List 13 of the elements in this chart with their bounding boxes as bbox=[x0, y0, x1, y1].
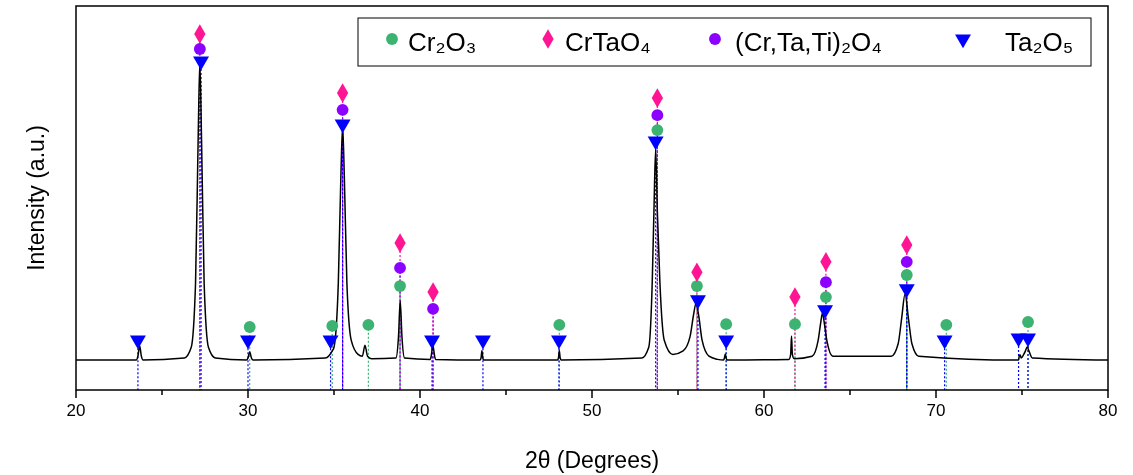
x-tick-label: 60 bbox=[754, 401, 774, 420]
legend-label: CrTaO₄ bbox=[565, 27, 651, 57]
x-tick-label: 30 bbox=[238, 401, 258, 420]
x-tick-label: 80 bbox=[1098, 401, 1118, 420]
x-axis-title: 2θ (Degrees) bbox=[524, 447, 660, 473]
x-tick-label: 50 bbox=[582, 401, 602, 420]
y-axis-title: Intensity (a.u.) bbox=[23, 125, 49, 271]
x-tick-label: 70 bbox=[926, 401, 946, 420]
legend-label: Ta₂O₅ bbox=[1005, 27, 1074, 57]
x-tick-label: 20 bbox=[66, 401, 86, 420]
legend-label: Cr₂O₃ bbox=[408, 27, 477, 57]
x-tick-label: 40 bbox=[410, 401, 430, 420]
legend-label: (Cr,Ta,Ti)₂O₄ bbox=[735, 27, 882, 57]
